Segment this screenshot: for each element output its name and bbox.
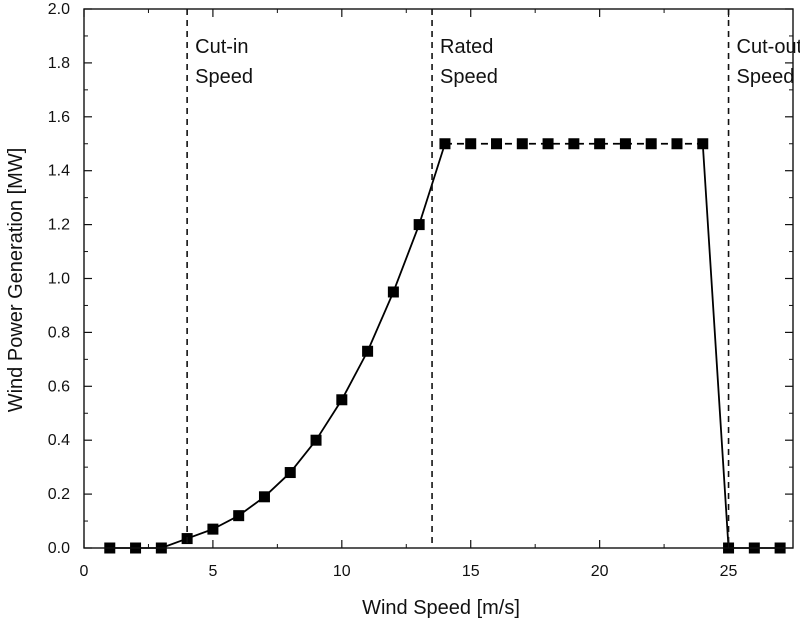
data-point-5: [207, 523, 219, 535]
plot-layer: [104, 138, 786, 554]
axis-layer: 0 5 10 15 20 25 0.0 0.2 0.4 0.6 0.8 1.0 1.2 1.4 1.6 1.8…: [48, 1, 794, 580]
data-point-8: [284, 467, 296, 479]
data-point-10: [336, 394, 348, 406]
vline-label-line: Rated: [440, 36, 493, 58]
data-point-19: [568, 138, 580, 150]
vline-label-line: Speed: [440, 66, 498, 88]
data-point-17: [516, 138, 528, 150]
x-tick-label: 0: [80, 563, 89, 580]
y-tick-label: 0.0: [48, 540, 70, 557]
data-point-18: [542, 138, 554, 150]
y-tick-label: 0.2: [48, 486, 70, 503]
y-tick-label: 1.8: [48, 55, 70, 72]
data-point-24: [697, 138, 709, 150]
x-tick-label: 15: [462, 563, 480, 580]
data-point-11: [362, 345, 374, 357]
vline-label-1: Rated Speed: [440, 36, 498, 88]
y-tick-label: 0.8: [48, 324, 70, 341]
x-tick-label: 25: [720, 563, 738, 580]
data-point-20: [594, 138, 606, 150]
series-line-cutout: [701, 143, 781, 549]
data-point-23: [671, 138, 683, 150]
annotation-layer: Cut-in Speed Rated Speed Cut-out Speed: [186, 9, 800, 548]
y-tick-label: 1.4: [48, 163, 70, 180]
y-tick-label: 2.0: [48, 1, 70, 18]
data-point-6: [233, 510, 245, 522]
series-line-rising: [109, 143, 446, 549]
y-tick-label: 0.6: [48, 378, 70, 395]
y-tick-label: 1.2: [48, 217, 70, 234]
vline-label-line: Speed: [737, 66, 795, 88]
y-tick-label: 0.4: [48, 432, 70, 449]
x-axis-title: Wind Speed [m/s]: [362, 597, 520, 619]
data-point-14: [439, 138, 451, 150]
x-tick-label: 5: [208, 563, 217, 580]
data-point-12: [387, 286, 399, 298]
vline-label-line: Cut-in: [195, 36, 248, 58]
data-point-21: [619, 138, 631, 150]
data-point-16: [491, 138, 503, 150]
vline-label-line: Speed: [195, 66, 253, 88]
data-point-15: [465, 138, 477, 150]
y-tick-label: 1.6: [48, 109, 70, 126]
vline-label-0: Cut-in Speed: [195, 36, 253, 88]
data-point-13: [413, 219, 425, 231]
x-tick-label: 10: [333, 563, 351, 580]
vline-label-line: Cut-out: [737, 36, 800, 58]
x-tick-label: 20: [591, 563, 609, 580]
data-point-9: [310, 434, 322, 446]
plot-frame: [83, 8, 794, 549]
data-point-7: [258, 491, 270, 503]
y-tick-label: 1.0: [48, 271, 70, 288]
vline-label-2: Cut-out Speed: [737, 36, 800, 88]
y-axis-title: Wind Power Generation [MW]: [5, 148, 27, 413]
data-point-22: [645, 138, 657, 150]
